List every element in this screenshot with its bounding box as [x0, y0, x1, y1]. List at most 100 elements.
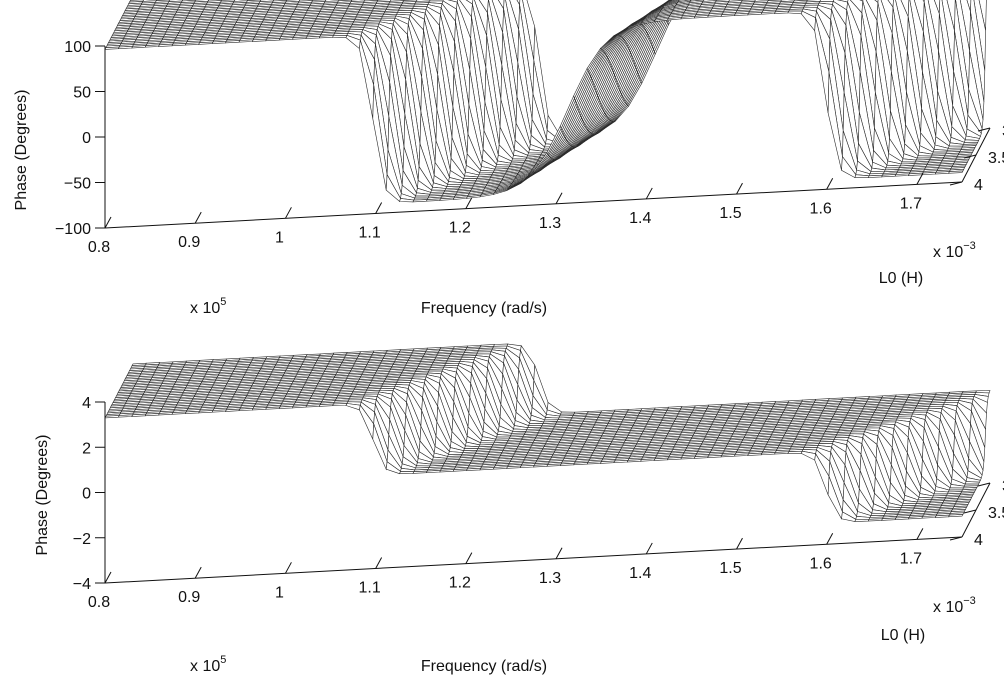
surface-quad	[653, 457, 669, 461]
surface-quad	[907, 172, 924, 176]
surface-quad	[396, 380, 412, 383]
surface-quad	[117, 45, 134, 50]
surface-quad	[265, 38, 281, 42]
surface-quad	[278, 405, 294, 409]
depth-axis-label-bottom: L0 (H)	[881, 627, 925, 644]
surface-quad	[452, 468, 468, 472]
surface-quad	[613, 459, 629, 464]
surface-quad	[519, 464, 535, 469]
surface-quad	[292, 36, 308, 40]
surface-quad	[171, 411, 187, 415]
surface-quad	[747, 12, 763, 16]
surface-quad	[198, 410, 214, 414]
surface-quad	[251, 407, 268, 411]
x-tick	[555, 547, 563, 560]
surface-quad	[224, 40, 241, 44]
surface-quad	[251, 38, 268, 42]
surface-quad	[532, 464, 549, 468]
x-tick	[916, 528, 924, 540]
surface-quad	[413, 4, 429, 7]
surface-quad	[626, 459, 643, 463]
x-tick-label: 1.6	[810, 555, 832, 572]
surface-quad	[104, 46, 120, 50]
x-tick-label: 1.3	[539, 570, 561, 587]
z-tick-label: 50	[73, 85, 91, 102]
x-tick	[284, 207, 292, 219]
surface-quad	[131, 413, 147, 417]
x-tick-label: 0.8	[88, 239, 110, 256]
z-tick-label: 4	[82, 395, 91, 412]
surface-quad	[867, 518, 883, 522]
surface-quad	[680, 456, 696, 460]
x-tick-label: 0.9	[178, 589, 200, 606]
depth-tick-label: 3	[1002, 123, 1004, 140]
x-tick-label: 1.4	[629, 565, 651, 582]
surface-quad	[934, 514, 951, 518]
surface-quad	[318, 403, 335, 407]
z-axis-label-top: Phase (Degrees)	[13, 90, 30, 211]
surface-quad	[412, 470, 428, 474]
x-tick	[555, 192, 563, 205]
surface-quad	[586, 461, 602, 465]
x-tick	[104, 571, 112, 584]
depth-tick	[977, 127, 991, 132]
x-axis-line	[104, 536, 963, 584]
x-tick-label: 1.7	[900, 550, 922, 567]
z-tick-label: 2	[82, 440, 91, 457]
surface-quad	[184, 410, 201, 414]
x-tick-label: 1.1	[359, 579, 381, 596]
surface-quad	[292, 405, 308, 409]
x-tick-label: 1	[275, 229, 284, 246]
depth-tick-label: 3.5	[988, 150, 1004, 167]
depth-tick	[963, 154, 977, 159]
x-tick-label: 0.8	[88, 594, 110, 611]
surface-mesh-top	[104, 0, 987, 203]
x-tick-label: 1.7	[900, 195, 922, 212]
surface-quad	[318, 35, 334, 39]
surface-quad	[399, 471, 415, 475]
surface-quad	[506, 465, 522, 469]
z-tick-label: −2	[73, 531, 91, 548]
surface-quad	[760, 11, 776, 15]
surface-quad	[921, 515, 937, 519]
x-tick-label: 1.5	[719, 205, 741, 222]
surface-quad	[894, 516, 910, 521]
x-tick-label: 1.6	[810, 200, 832, 217]
surface-quad	[760, 452, 776, 456]
surface-quad	[867, 174, 883, 178]
surface-quad	[117, 414, 134, 418]
surface-quad	[158, 43, 174, 47]
x-tick	[645, 187, 653, 200]
surface-quad	[144, 413, 160, 417]
x-multiplier-top: x 105	[190, 296, 226, 317]
x-tick-label: 1.3	[539, 215, 561, 232]
surface-plot-bottom: −4−20240.80.911.11.21.31.41.51.61.733.54…	[34, 343, 1004, 675]
x-axis-label-top: Frequency (rad/s)	[421, 300, 547, 317]
x-tick	[736, 537, 743, 550]
surface-quad	[265, 406, 281, 410]
z-tick-label: −4	[73, 576, 91, 593]
surface-quad	[224, 408, 241, 412]
x-tick	[375, 557, 383, 569]
surface-quad	[480, 439, 496, 444]
z-tick-label: −50	[64, 176, 91, 193]
surface-quad	[707, 454, 723, 459]
surface-quad	[238, 39, 254, 43]
z-tick-label: 100	[64, 39, 91, 56]
x-tick	[826, 178, 834, 190]
surface-quad	[184, 42, 201, 46]
surface-quad	[211, 409, 227, 413]
surface-plot-top: −100 −50 0 50 100 0.8 0.9 1 1.1 1.2 1.3 1.4 1.5 1.6 1.…	[13, 0, 1004, 317]
surface-quad	[559, 462, 575, 466]
surface-quad	[948, 170, 964, 174]
x-tick-label: 1	[275, 584, 284, 601]
x-tick-label: 1.5	[719, 560, 741, 577]
surface-quad	[600, 460, 616, 464]
surface-quad	[733, 453, 750, 457]
depth-multiplier-top: x 10−3	[933, 240, 976, 261]
surface-quad	[332, 34, 348, 38]
x-tick-label: 1.4	[629, 210, 651, 227]
surface-quad	[693, 455, 710, 459]
depth-tick	[949, 181, 963, 186]
